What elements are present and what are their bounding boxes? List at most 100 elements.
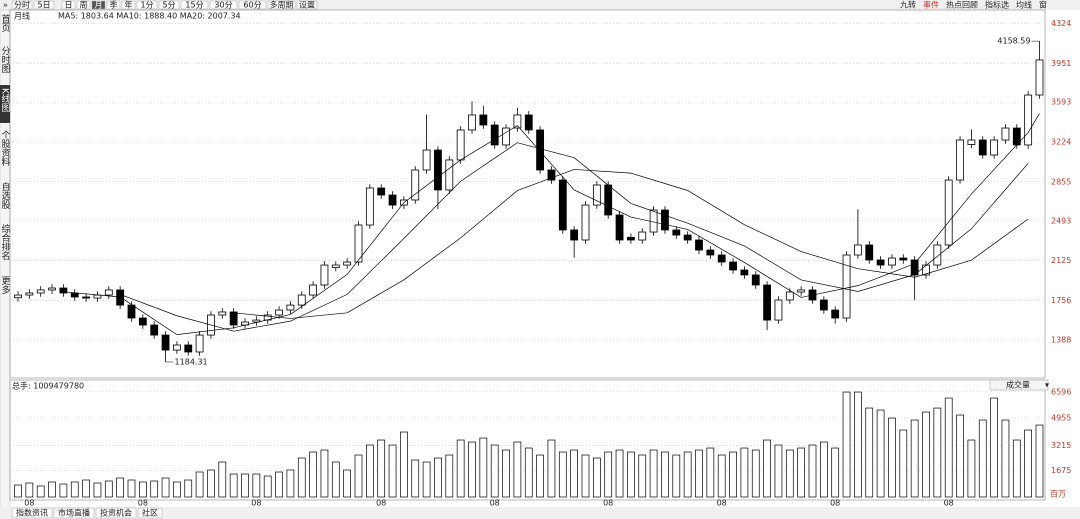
tab-label[interactable]: 年 — [125, 0, 133, 10]
tab[interactable] — [180, 0, 209, 10]
bottom-tab-label[interactable]: 指数资讯 — [16, 508, 48, 518]
toolbar-button[interactable]: 指标选 — [985, 0, 1009, 10]
tab[interactable] — [296, 0, 318, 10]
tab-label[interactable]: 月 — [95, 1, 103, 10]
sidebar-item[interactable]: 更多 — [0, 276, 10, 295]
tab[interactable] — [91, 0, 106, 10]
volume-bar — [263, 475, 272, 498]
volume-bar — [547, 439, 556, 498]
tab[interactable] — [121, 0, 136, 10]
bottom-tab-label[interactable]: 市场直播 — [58, 508, 90, 518]
volume-bar — [876, 409, 885, 498]
candle-body — [377, 187, 386, 196]
sidebar-item[interactable]: 个股资料 — [0, 130, 10, 167]
volume-bar — [36, 485, 45, 498]
indicator-label[interactable]: 成交量 — [1006, 380, 1030, 390]
x-tick-label: 08 — [830, 499, 840, 508]
volume-bar — [445, 454, 454, 498]
tab[interactable] — [238, 0, 267, 10]
toolbar-button[interactable]: 均线 — [1016, 0, 1032, 10]
indicator-select[interactable] — [989, 379, 1049, 391]
tab[interactable] — [76, 0, 91, 10]
toolbar-button[interactable]: 热点回顾 — [946, 0, 978, 10]
tab-label[interactable]: 分时 — [14, 0, 30, 10]
volume-bar — [139, 481, 147, 498]
toolbar-button[interactable]: 窗 — [1039, 0, 1047, 10]
bottom-tab-label[interactable]: 社区 — [142, 508, 158, 518]
volume-bar — [502, 449, 510, 498]
tab[interactable] — [267, 0, 296, 10]
sidebar-active — [0, 85, 10, 123]
bottom-tab[interactable] — [95, 507, 137, 519]
x-tick-label: 08 — [24, 499, 34, 508]
sidebar-item[interactable]: 首页 — [0, 13, 10, 33]
bottom-tab-label[interactable]: 投资机会 — [100, 508, 132, 518]
y-tick-label: 1388 — [1051, 336, 1071, 345]
tab[interactable] — [61, 0, 76, 10]
tab-label[interactable]: 5分 — [162, 1, 175, 10]
candle-body — [615, 214, 624, 241]
candle-body — [70, 292, 79, 298]
y-tick-label: 3951 — [1051, 59, 1071, 68]
expand-icon[interactable]: » — [3, 1, 8, 10]
tab-label[interactable]: 1分 — [140, 1, 153, 10]
toolbar-button[interactable]: 事件 — [923, 0, 939, 10]
candle-body — [978, 139, 987, 156]
ma-line — [120, 142, 1029, 332]
tab[interactable] — [158, 0, 180, 10]
volume-bar — [717, 454, 726, 498]
bottom-tab[interactable] — [53, 507, 95, 519]
volume-bar — [774, 444, 783, 498]
bottom-tab[interactable] — [137, 507, 163, 519]
tab-label[interactable]: 日 — [65, 1, 73, 10]
tab[interactable] — [106, 0, 121, 10]
candle-body — [365, 187, 374, 226]
volume-bar — [479, 437, 488, 498]
bottom-tab[interactable] — [11, 507, 53, 519]
volume-bar — [763, 439, 771, 498]
x-tick-label: 08 — [251, 499, 261, 508]
volume-bar — [93, 482, 102, 498]
tab-label[interactable]: 周 — [80, 1, 88, 10]
candle-body — [842, 254, 851, 319]
volume-bar — [82, 479, 90, 498]
volume-bar — [558, 451, 567, 498]
volume-bar — [207, 469, 215, 498]
tab-label[interactable]: 30分 — [214, 1, 232, 10]
tab[interactable] — [11, 0, 33, 10]
dropdown-arrow[interactable]: ▾ — [1045, 381, 1049, 390]
tab-label[interactable]: 15分 — [185, 1, 203, 10]
volume-bar — [933, 407, 942, 498]
volume-bar — [161, 477, 170, 498]
tab-label[interactable]: 5日 — [37, 1, 50, 10]
x-tick-label: 08 — [376, 499, 386, 508]
toolbar-button[interactable]: 九转 — [900, 0, 916, 10]
volume-bar — [366, 444, 374, 498]
tab-label[interactable]: 季 — [110, 0, 118, 10]
candle-body — [785, 291, 794, 301]
sidebar-item[interactable]: 分时图 — [0, 46, 10, 74]
tab-label[interactable]: 60分 — [243, 1, 261, 10]
sidebar-item[interactable]: K线图 — [0, 88, 10, 113]
volume-bar — [490, 444, 499, 498]
volume-bar — [729, 451, 737, 498]
tab-label[interactable]: 设置 — [299, 0, 315, 10]
tab[interactable] — [136, 0, 158, 10]
sidebar-item[interactable]: 综合排名 — [0, 223, 10, 261]
candle-body — [899, 257, 908, 261]
volume-bar — [1001, 419, 1010, 498]
tab-label[interactable]: 多周期 — [270, 0, 294, 10]
volume-bar — [286, 469, 295, 498]
volume-bar — [320, 449, 329, 498]
sidebar-item[interactable]: 自选股 — [0, 181, 10, 210]
tab[interactable] — [33, 0, 55, 10]
volume-unit: 百万 — [1050, 490, 1066, 499]
volume-bar — [797, 447, 806, 498]
tab[interactable] — [209, 0, 238, 10]
volume-bar — [990, 397, 998, 498]
volume-bar — [343, 469, 351, 498]
volume-bar — [661, 451, 669, 498]
candle-body — [627, 236, 635, 241]
volume-bar — [842, 391, 851, 498]
candle-body — [275, 309, 283, 316]
